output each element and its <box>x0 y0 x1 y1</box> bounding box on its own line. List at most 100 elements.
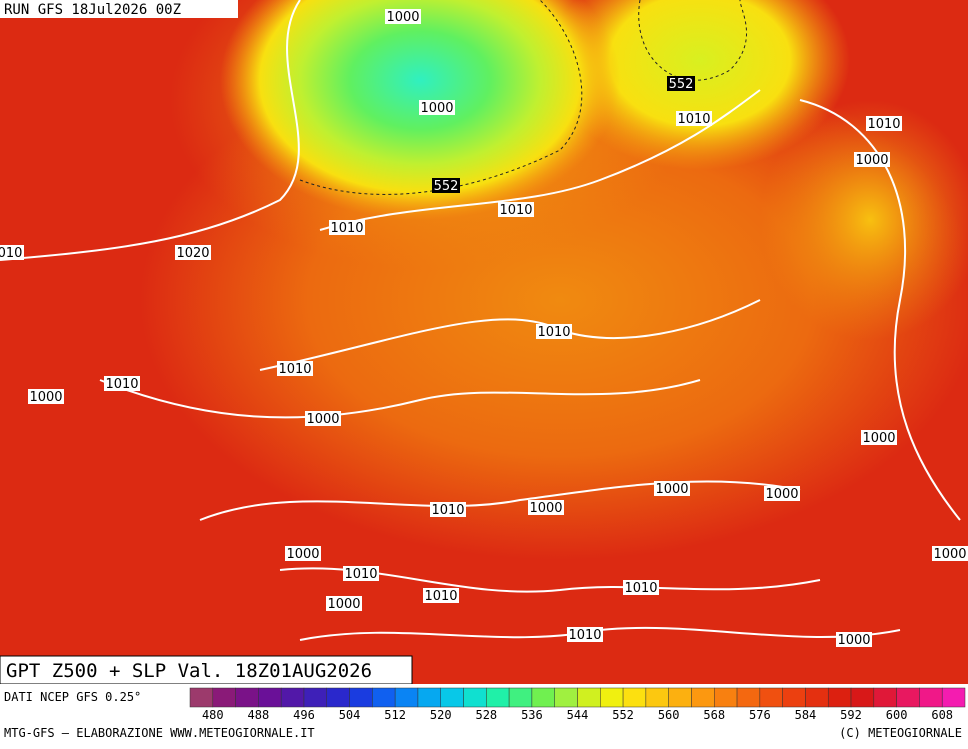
colorbar-swatch <box>235 687 259 708</box>
colorbar-swatch <box>372 687 396 708</box>
isobar-label-box <box>175 245 211 260</box>
isobar-label: 1000 <box>765 487 798 502</box>
colorbar-label: 592 <box>840 708 862 722</box>
colorbar-swatch <box>577 687 601 708</box>
colorbar-label: 520 <box>430 708 452 722</box>
isobar-label-box <box>623 580 659 595</box>
isobar-label-box <box>277 361 313 376</box>
isobar-label-box <box>430 502 466 517</box>
colorbar-swatch <box>645 687 669 708</box>
colorbar-swatch <box>189 687 214 708</box>
isobar-label: 1000 <box>306 412 339 427</box>
run-label: RUN GFS 18Jul2026 00Z <box>4 2 181 18</box>
colorbar-swatch <box>531 687 555 708</box>
colorbar-swatch <box>622 687 647 708</box>
isobar-label-box <box>854 152 890 167</box>
isobar-label-box <box>536 324 572 339</box>
isobar-label: 1000 <box>386 10 419 25</box>
isobar-label-box <box>654 481 690 496</box>
colorbar-swatch <box>919 687 943 708</box>
colorbar-swatch <box>714 687 738 708</box>
isobar-label: 1000 <box>855 153 888 168</box>
isobar-label: 1000 <box>29 390 62 405</box>
isobar-label-box <box>28 389 64 404</box>
colorbar-label: 528 <box>475 708 497 722</box>
colorbar-swatch <box>782 687 806 708</box>
isobar-label: 1010 <box>431 503 464 518</box>
isobar-label: 1000 <box>837 633 870 648</box>
colorbar-label: 600 <box>886 708 908 722</box>
isobar-label-box <box>836 632 872 647</box>
isobar-label: 1010 <box>499 203 532 218</box>
colorbar-label: 480 <box>202 708 224 722</box>
isobar-label-box <box>326 596 362 611</box>
isobar-label-box <box>528 500 564 515</box>
colorbar-swatch <box>508 687 533 708</box>
colorbar-label: 560 <box>658 708 680 722</box>
credit-right: (C) METEOGIORNALE <box>839 726 962 740</box>
isobar-label: 1010 <box>624 581 657 596</box>
isobar-label-box <box>305 411 341 426</box>
colorbar-label: 536 <box>521 708 543 722</box>
colorbar-swatch <box>258 687 282 708</box>
colorbar-swatch <box>303 687 328 708</box>
isobar-label-box <box>567 627 603 642</box>
isobar-label-box <box>0 245 24 260</box>
isobar-label: 1020 <box>176 246 209 261</box>
isobar-label-box <box>419 100 455 115</box>
colorbar-swatch <box>417 687 441 708</box>
isobar-label: 1000 <box>655 482 688 497</box>
isobar-label: 1010 <box>105 377 138 392</box>
isobar-label: 1010 <box>424 589 457 604</box>
colorbar-swatch <box>691 687 715 708</box>
colorbar-swatch <box>873 687 897 708</box>
isobar-label-box <box>676 111 712 126</box>
colorbar-swatch <box>212 687 236 708</box>
colorbar-swatch <box>280 687 305 708</box>
isobar-label-box <box>861 430 897 445</box>
isobar-label: 1010 <box>537 325 570 340</box>
colorbar-label: 504 <box>339 708 361 722</box>
map-background <box>0 0 968 688</box>
z500-contour <box>299 0 747 195</box>
colorbar-swatch <box>554 687 578 708</box>
isobar-label: 1010 <box>344 567 377 582</box>
colorbar-swatch <box>463 687 487 708</box>
isobar-label-box <box>423 588 459 603</box>
colorbar-label: 512 <box>384 708 406 722</box>
colorbar-label: 544 <box>567 708 589 722</box>
colorbar-swatch <box>759 687 783 708</box>
colorbar-label: 584 <box>795 708 817 722</box>
colorbar-label: 496 <box>293 708 315 722</box>
colorbar-swatch <box>394 687 419 708</box>
colorbar-swatch <box>736 687 761 708</box>
isobar-label-box <box>285 546 321 561</box>
isobar-label-box <box>329 220 365 235</box>
colorbar-label: 568 <box>703 708 725 722</box>
colorbar-swatch <box>349 687 373 708</box>
colorbar-swatch <box>486 687 510 708</box>
isobar-label: 1000 <box>420 101 453 116</box>
colorbar-label: 552 <box>612 708 634 722</box>
isobar-label: 1000 <box>327 597 360 612</box>
isobar-label-box <box>432 178 460 193</box>
colorbar-label: 576 <box>749 708 771 722</box>
colorbar-swatch <box>805 687 829 708</box>
colorbar-swatch <box>326 687 350 708</box>
isobar-label: 1010 <box>278 362 311 377</box>
colorbar-label: 488 <box>248 708 270 722</box>
isobar-label: 010 <box>0 246 22 261</box>
isobar-label: 552 <box>434 179 459 194</box>
isobar-label-box <box>667 76 695 91</box>
colorbar-swatch <box>850 687 875 708</box>
colorbar-label: 608 <box>931 708 953 722</box>
isobar-label-box <box>104 376 140 391</box>
colorbar-swatch <box>896 687 920 708</box>
colorbar-swatch <box>941 687 966 708</box>
colorbar-swatch <box>600 687 624 708</box>
colorbar-swatch <box>827 687 852 708</box>
colorbar-swatch <box>668 687 692 708</box>
map-title: GPT Z500 + SLP Val. 18Z01AUG2026 <box>6 660 372 682</box>
isobar-label: 1010 <box>330 221 363 236</box>
